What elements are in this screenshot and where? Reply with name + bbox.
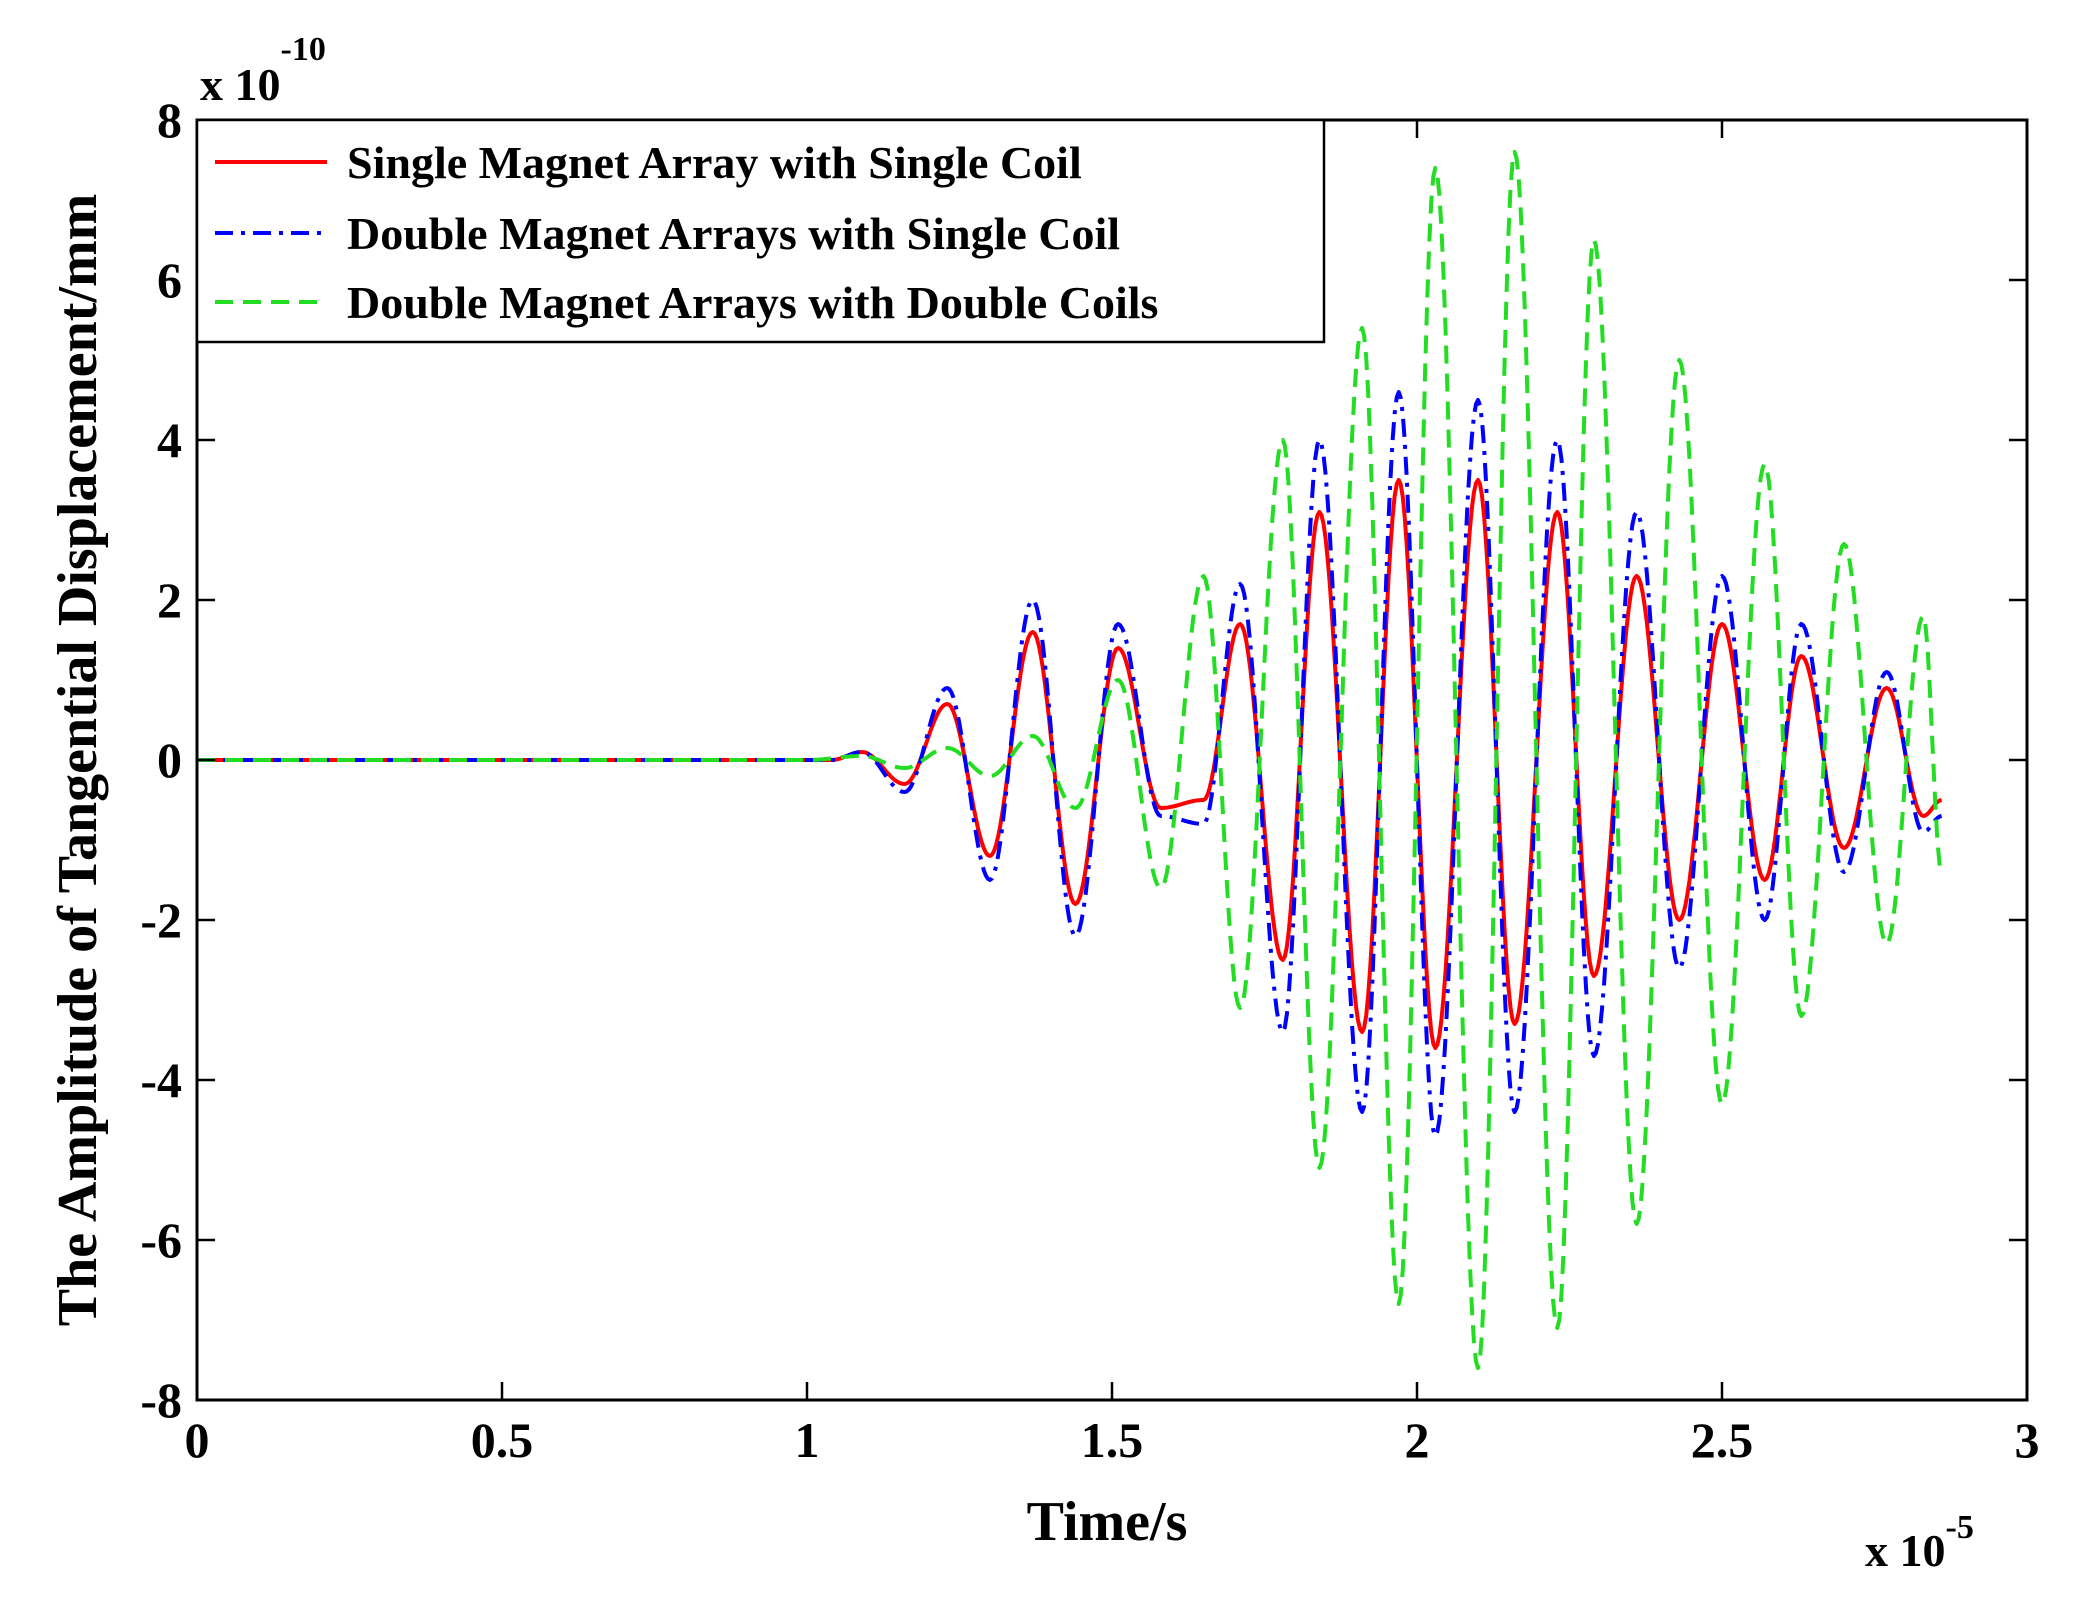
x-tick-label: 0 — [185, 1412, 210, 1468]
y-tick-label: -8 — [140, 1372, 182, 1428]
legend-label-series-2: Double Magnet Arrays with Single Coil — [347, 208, 1120, 259]
x-axis-label: Time/s — [1027, 1491, 1188, 1553]
legend-label-series-3: Double Magnet Arrays with Double Coils — [347, 277, 1158, 328]
legend-box — [195, 118, 1326, 344]
series-line-2 — [197, 390, 1943, 1138]
x-multiplier-base: x 10 — [1865, 1525, 1946, 1576]
y-tick-label: 4 — [157, 412, 182, 468]
series-layer — [197, 150, 1944, 1370]
y-multiplier-exponent: -10 — [281, 31, 326, 68]
series-line-3 — [197, 150, 1944, 1370]
y-tick-label: 8 — [157, 92, 182, 148]
y-tick-label: 2 — [157, 572, 182, 628]
y-multiplier-base: x 10 — [200, 59, 281, 110]
x-tick-label: 0.5 — [471, 1412, 534, 1468]
y-tick-label: 0 — [157, 732, 182, 788]
y-tick-label: -2 — [140, 892, 182, 948]
y-tick-label: -6 — [140, 1212, 182, 1268]
x-tick-label: 1 — [795, 1412, 820, 1468]
x-multiplier: x 10-5 — [1865, 1509, 1974, 1576]
y-multiplier: x 10-10 — [200, 31, 326, 110]
y-tick-label: -4 — [140, 1052, 182, 1108]
x-tick-label: 2 — [1405, 1412, 1430, 1468]
y-tick-label: 6 — [157, 252, 182, 308]
legend: Single Magnet Array with Single Coil Dou… — [195, 118, 1326, 344]
x-tick-label: 1.5 — [1081, 1412, 1144, 1468]
x-multiplier-exponent: -5 — [1946, 1509, 1974, 1546]
legend-label-series-1: Single Magnet Array with Single Coil — [347, 137, 1082, 188]
x-tick-label: 2.5 — [1691, 1412, 1754, 1468]
y-axis-label: The Amplitude of Tangential Displacement… — [47, 194, 109, 1327]
x-tick-label: 3 — [2015, 1412, 2040, 1468]
